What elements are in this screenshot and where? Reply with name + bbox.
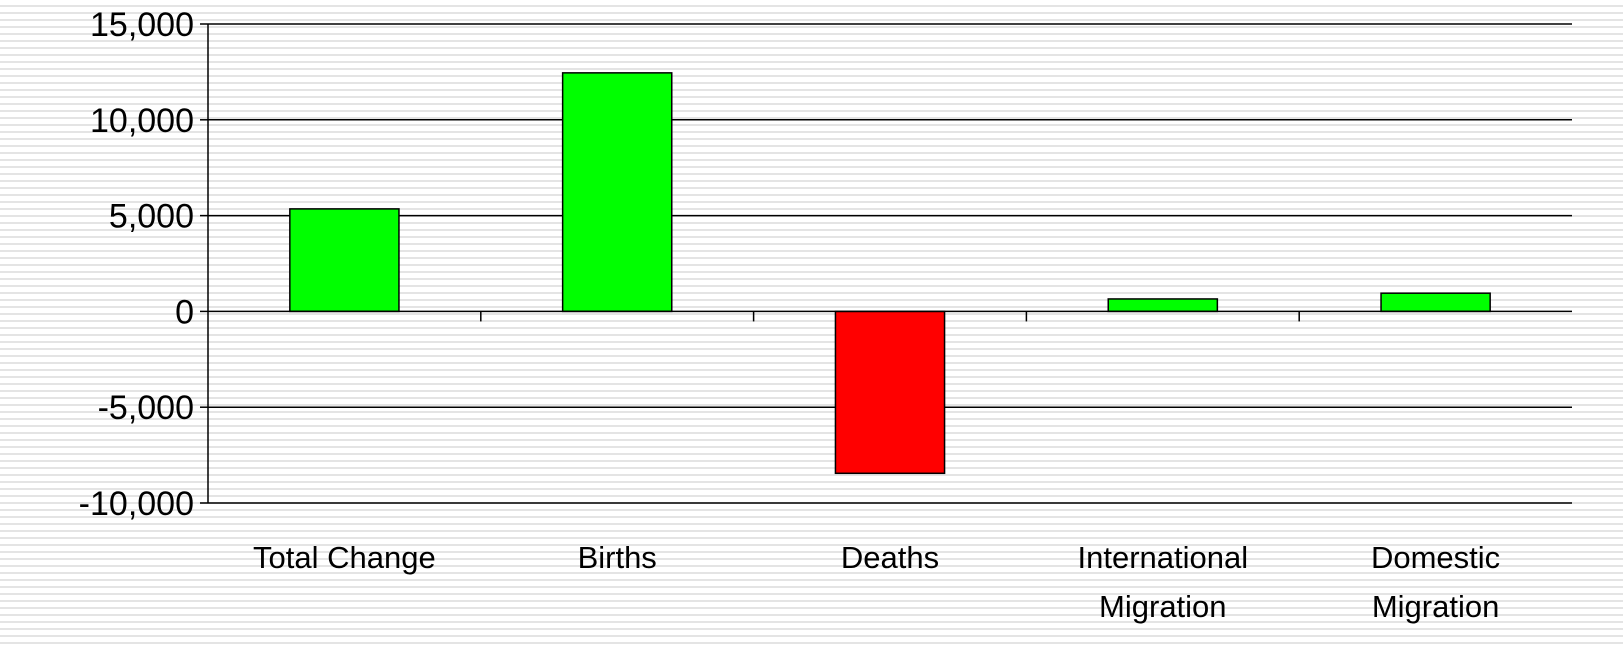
axes	[200, 23, 1572, 504]
x-axis-category-labels: Total Change Births Deaths International Mig…	[253, 540, 1500, 624]
bar-deaths	[834, 310, 946, 475]
y-tick-label: 10,000	[90, 102, 194, 140]
x-category-label: Births	[578, 540, 657, 575]
x-category-label: Deaths	[841, 540, 939, 575]
bar-international-migration	[1107, 298, 1219, 313]
x-category-label: Total Change	[253, 540, 436, 575]
x-category-label: International Migration	[1077, 540, 1248, 624]
y-axis-tick-labels: 15,000 10,000 5,000 0 -5,000 -10,000	[79, 6, 194, 523]
bar-births	[561, 72, 673, 313]
y-tick-label: 0	[175, 293, 194, 331]
x-category-label: Domestic Migration	[1371, 540, 1500, 624]
y-tick-label: -5,000	[98, 389, 194, 427]
y-tick-label: 15,000	[90, 6, 194, 44]
bar-domestic-migration	[1380, 292, 1491, 313]
y-tick-label: 5,000	[109, 198, 194, 236]
bar-total-change	[289, 208, 400, 313]
gridlines	[208, 23, 1572, 504]
bars	[289, 72, 1491, 475]
y-tick-label: -10,000	[79, 485, 194, 523]
